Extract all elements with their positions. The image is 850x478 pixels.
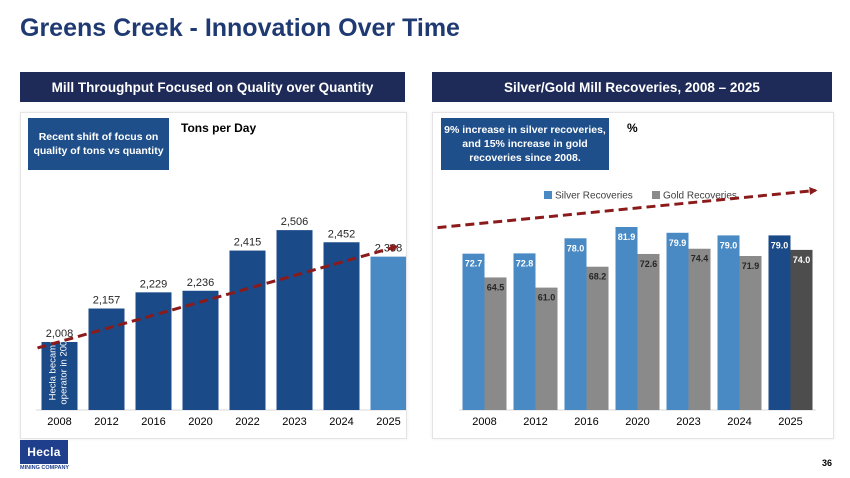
silver-recovery-bar-2020 (615, 226, 638, 410)
throughput-bar-2023 (276, 230, 313, 410)
gold-recovery-bar-2012 (535, 287, 558, 410)
throughput-bar-2016 (135, 292, 172, 410)
gold-recovery-bar-2008 (484, 277, 507, 410)
x-tick-label: 2020 (625, 416, 649, 428)
gold-recovery-bar-2025 (790, 249, 813, 410)
gold-recovery-bar-2020 (637, 253, 660, 410)
throughput-bar-2025 (370, 256, 406, 410)
silver-value-label: 81.9 (618, 232, 636, 242)
silver-recovery-bar-2016 (564, 238, 587, 410)
throughput-value-label: 2,506 (281, 216, 309, 228)
throughput-value-label: 2,229 (140, 278, 168, 290)
silver-value-label: 78.0 (567, 243, 585, 253)
right-section-banner: Silver/Gold Mill Recoveries, 2008 – 2025 (432, 72, 832, 102)
silver-value-label: 79.0 (720, 240, 738, 250)
x-tick-label: 2016 (574, 416, 598, 428)
gold-value-label: 74.0 (793, 255, 811, 265)
throughput-value-label: 2,452 (328, 228, 356, 240)
silver-recovery-bar-2023 (666, 232, 689, 410)
legend-label-gold: Gold Recoveries (663, 191, 737, 202)
page-number: 36 (821, 458, 832, 468)
throughput-chart: 2,008 2008 2,157 2012 2,229 2016 2,236 2020 2,41… (36, 216, 406, 428)
x-tick-label: 2020 (188, 416, 212, 428)
gold-recovery-bar-2016 (586, 266, 609, 410)
silver-recovery-bar-2024 (717, 235, 740, 410)
recoveries-chart: Silver Recoveries Gold Recoveries 72.7 64.5… (437, 187, 818, 428)
x-tick-label: 2012 (94, 416, 118, 428)
gold-value-label: 68.2 (589, 272, 607, 282)
x-tick-label: 2008 (47, 416, 71, 428)
silver-value-label: 79.0 (771, 240, 789, 250)
gold-recovery-bar-2024 (739, 255, 762, 410)
silver-recovery-bar-2025 (768, 235, 791, 410)
logo-subtitle: MINING COMPANY (20, 465, 70, 471)
x-tick-label: 2025 (376, 416, 400, 428)
gold-value-label: 64.5 (487, 282, 505, 292)
recovery-trend-arrow (437, 187, 818, 230)
throughput-bar-2020 (182, 290, 219, 410)
gold-recovery-bar-2023 (688, 248, 711, 410)
throughput-bar-2008 (41, 341, 78, 410)
throughput-value-label: 2,008 (46, 328, 74, 340)
x-tick-label: 2016 (141, 416, 165, 428)
page-title: Greens Creek - Innovation Over Time (20, 14, 460, 42)
x-tick-label: 2022 (235, 416, 259, 428)
throughput-panel: Recent shift of focus on quality of tons… (20, 112, 407, 439)
throughput-value-label: 2,157 (93, 295, 121, 307)
throughput-bar-2022 (229, 250, 266, 410)
right-unit-label: % (627, 121, 638, 135)
gold-value-label: 74.4 (691, 254, 709, 264)
gold-value-label: 72.6 (640, 259, 658, 269)
left-unit-label: Tons per Day (181, 121, 257, 135)
throughput-trend-arrow (37, 244, 399, 350)
recoveries-panel: 9% increase in silver recoveries, and 15… (432, 112, 834, 439)
hecla-logo: Hecla MINING COMPANY (20, 440, 70, 474)
legend-swatch-gold (652, 191, 660, 199)
x-tick-label: 2024 (329, 416, 353, 428)
throughput-value-label: 2,236 (187, 277, 215, 289)
silver-value-label: 72.7 (465, 259, 483, 269)
left-section-banner: Mill Throughput Focused on Quality over … (20, 72, 405, 102)
x-tick-label: 2008 (472, 416, 496, 428)
gold-value-label: 71.9 (742, 261, 760, 271)
x-tick-label: 2012 (523, 416, 547, 428)
legend-label-silver: Silver Recoveries (555, 191, 633, 202)
silver-recovery-bar-2012 (513, 253, 536, 410)
throughput-bar-2024 (323, 242, 360, 410)
focus-callout: Recent shift of focus on quality of tons… (28, 118, 169, 170)
throughput-value-label: 2,415 (234, 237, 262, 249)
x-tick-label: 2023 (282, 416, 306, 428)
silver-value-label: 79.9 (669, 238, 687, 248)
hecla-operator-annotation: Hecla becameoperator in 2008 (48, 335, 70, 404)
x-tick-label: 2024 (727, 416, 751, 428)
logo-mark: Hecla (20, 440, 68, 464)
gold-value-label: 61.0 (538, 293, 556, 303)
legend-swatch-silver (544, 191, 552, 199)
x-tick-label: 2025 (778, 416, 802, 428)
silver-value-label: 72.8 (516, 258, 534, 268)
recovery-callout: 9% increase in silver recoveries, and 15… (441, 118, 609, 170)
silver-recovery-bar-2008 (462, 253, 485, 410)
x-tick-label: 2023 (676, 416, 700, 428)
